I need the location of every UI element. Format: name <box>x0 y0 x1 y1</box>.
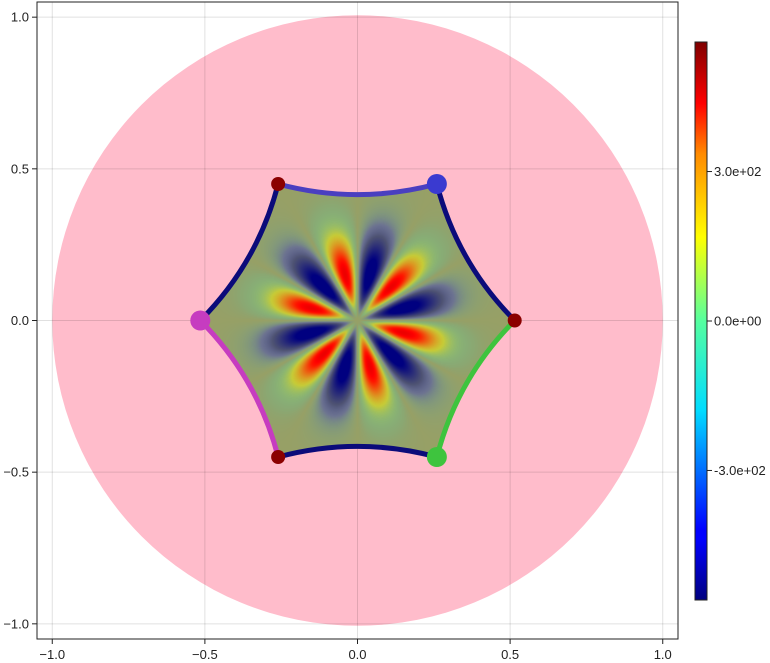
vertex-markers <box>190 174 522 467</box>
vertex-marker-4 <box>271 450 286 464</box>
y-axis-ticks: 1.0 0.5 0.0 −0.5 −1.0 <box>3 10 37 631</box>
hexagon-edge-4 <box>275 443 440 460</box>
colorbar-tick-label: -3.0e+02 <box>714 463 766 478</box>
y-tick-label: −0.5 <box>3 465 29 480</box>
y-tick-label: 0.5 <box>11 161 29 176</box>
y-tick-label: 0.0 <box>11 313 29 328</box>
hexagon-edge-0 <box>434 181 518 323</box>
hexagon-edge-5 <box>434 318 518 460</box>
x-axis-ticks: −1.0 −0.5 0.0 0.5 1.0 <box>39 639 672 662</box>
grid <box>37 2 678 639</box>
field-heatmap <box>198 182 517 459</box>
x-tick-label: 1.0 <box>654 647 672 662</box>
vertex-marker-1 <box>426 174 447 194</box>
x-tick-label: −1.0 <box>39 647 65 662</box>
x-tick-label: −0.5 <box>192 647 218 662</box>
colorbar-tick-label: 0.0e+00 <box>714 314 761 329</box>
y-tick-label: 1.0 <box>11 10 29 25</box>
x-tick-label: 0.0 <box>348 647 366 662</box>
vertex-marker-3 <box>190 310 211 331</box>
hexagon-edges <box>197 181 518 460</box>
hexagon-edge-3 <box>197 318 281 460</box>
x-tick-label: 0.5 <box>501 647 519 662</box>
colorbar-ticks: 3.0e+02 0.0e+00 -3.0e+02 <box>707 164 766 478</box>
colorbar <box>694 41 708 601</box>
colorbar-tick-label: 3.0e+02 <box>714 164 761 179</box>
hexagon-edge-2 <box>197 181 281 323</box>
vertex-marker-5 <box>426 447 447 467</box>
vertex-marker-0 <box>507 313 522 328</box>
y-tick-label: −1.0 <box>3 616 29 631</box>
hexagon-edge-1 <box>275 181 440 198</box>
vertex-marker-2 <box>271 177 286 191</box>
